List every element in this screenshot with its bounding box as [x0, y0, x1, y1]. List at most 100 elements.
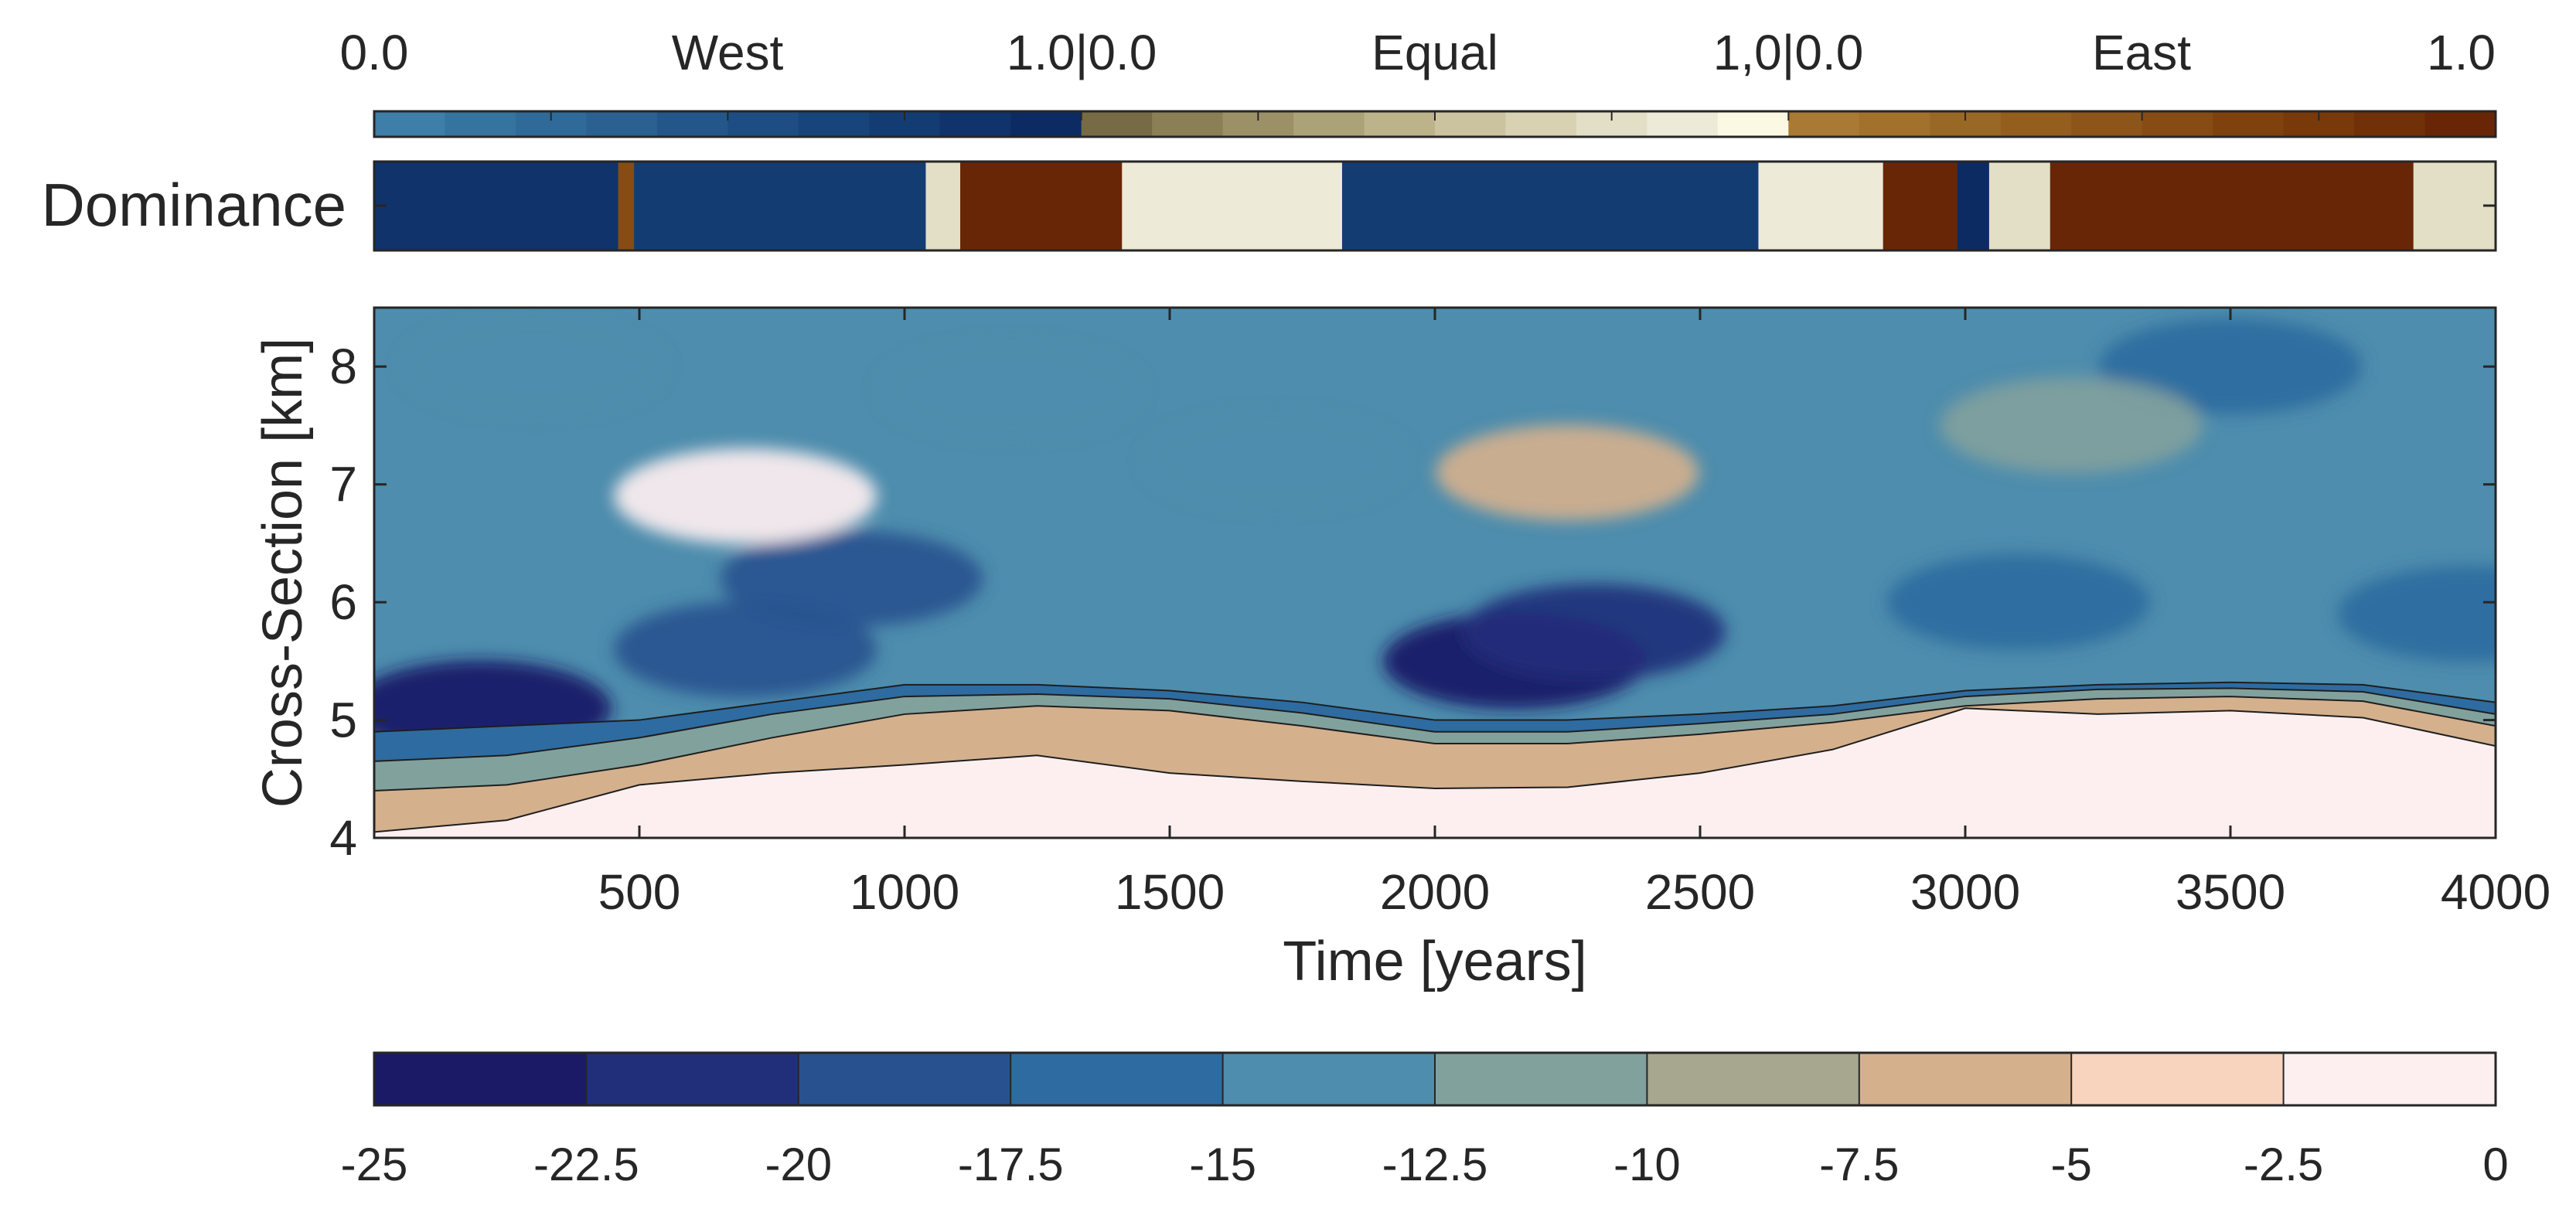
legend-cell-west-9 [1010, 111, 1082, 137]
contour-plot: 500 1000 1500 2000 2500 3000 3500 4000 4 5 6 7 8 Tim… [252, 306, 2550, 992]
colorbar-tick-label-8: -5 [2051, 1139, 2092, 1190]
legend-segment-label-east: East [2092, 25, 2191, 80]
legend-cell-west-0 [374, 111, 446, 137]
colorbar-cell-9 [2283, 1053, 2496, 1105]
colorbar-cell-1 [586, 1053, 799, 1105]
dominance-legend: 0.0 West 1.0|0.0 Equal 1,0|0.0 East 1.0 [340, 25, 2497, 138]
contour-feature-6 [1462, 584, 1726, 680]
x-tick-label-6: 3500 [2176, 864, 2285, 920]
x-axis-label: Time [years] [1283, 931, 1586, 992]
dominance-interval-12 [2413, 162, 2496, 250]
colorbar-tick-label-4: -15 [1189, 1139, 1256, 1190]
colorbar-cell-5 [1435, 1053, 1648, 1105]
dominance-interval-7 [1758, 162, 1884, 250]
x-tick-label-4: 2500 [1645, 864, 1755, 920]
legend-cell-west-1 [445, 111, 516, 137]
x-tick-label-7: 4000 [2441, 864, 2550, 920]
contour-feature-10 [2099, 318, 2362, 415]
contour-feature-12 [1940, 377, 2203, 474]
colorbar-tick-label-9: -2.5 [2244, 1139, 2323, 1190]
contour-feature-2 [720, 530, 983, 627]
dominance-interval-10 [1988, 162, 2051, 250]
dominance-interval-6 [1341, 162, 1760, 250]
colorbar-cell-4 [1222, 1053, 1436, 1105]
colorbar-cell-6 [1647, 1053, 1860, 1105]
dominance-legend-ticks [373, 111, 2496, 121]
contour-feature-3 [879, 342, 1143, 438]
contour-bands [374, 681, 2496, 838]
legend-segment-label-west: West [672, 25, 784, 80]
legend-cell-west-8 [939, 111, 1011, 137]
y-tick-label-1: 5 [329, 693, 357, 748]
value-colorbar: -25 -22.5 -20 -17.5 -15 -12.5 -10 -7.5 -5 -2.5 0 [341, 1051, 2509, 1190]
colorbar-tick-label-7: -7.5 [1819, 1139, 1899, 1190]
colorbar-tick-label-0: -25 [341, 1139, 408, 1190]
colorbar-tick-label-2: -20 [765, 1139, 832, 1190]
value-colorbar-ticks: -25 -22.5 -20 -17.5 -15 -12.5 -10 -7.5 -5 -2.5 0 [341, 1139, 2509, 1190]
x-tick-label-5: 3000 [1910, 864, 2020, 920]
dominance-interval-9 [1957, 162, 1990, 250]
colorbar-tick-label-3: -17.5 [958, 1139, 1064, 1190]
legend-cell-equal-0 [1081, 111, 1153, 137]
colorbar-cell-2 [798, 1053, 1011, 1105]
y-tick-label-0: 4 [329, 810, 357, 866]
legend-cell-east-9 [2424, 111, 2496, 137]
legend-tick-label-1: 1.0|0.0 [1007, 25, 1157, 80]
colorbar-tick-label-6: -10 [1613, 1139, 1681, 1190]
legend-cell-equal-6 [1505, 111, 1577, 137]
contour-feature-4 [1144, 413, 1408, 509]
contour-feature-11 [1886, 554, 2150, 651]
legend-cell-equal-9 [1717, 111, 1790, 137]
legend-cell-east-4 [2071, 111, 2143, 137]
legend-cell-east-6 [2213, 111, 2285, 137]
legend-cell-west-3 [586, 111, 658, 137]
legend-cell-equal-3 [1293, 111, 1365, 137]
contour-feature-13 [2337, 566, 2496, 662]
colorbar-cell-8 [2071, 1053, 2285, 1105]
legend-cell-east-5 [2142, 111, 2213, 137]
legend-cell-equal-5 [1435, 111, 1507, 137]
legend-cell-equal-1 [1152, 111, 1224, 137]
dominance-label: Dominance [41, 171, 346, 239]
legend-cell-west-5 [727, 111, 799, 137]
legend-cell-equal-4 [1364, 111, 1436, 137]
dominance-interval-2 [634, 162, 927, 250]
colorbar-tick-label-10: 0 [2482, 1139, 2508, 1190]
x-tick-label-0: 500 [598, 864, 681, 920]
colorbar-cell-3 [1010, 1053, 1224, 1105]
dominance-interval-5 [1122, 162, 1343, 250]
dominance-interval-0 [374, 162, 619, 250]
legend-cell-east-1 [1859, 111, 1931, 137]
x-tick-label-2: 1500 [1115, 864, 1225, 920]
dominance-interval-11 [2050, 162, 2414, 250]
y-tick-label-2: 6 [329, 574, 357, 630]
legend-tick-label-2: 1,0|0.0 [1713, 25, 1864, 80]
value-colorbar-cells [374, 1053, 2496, 1105]
legend-tick-label-3: 1.0 [2427, 25, 2496, 80]
legend-cell-equal-8 [1647, 111, 1719, 137]
legend-cell-west-4 [656, 111, 729, 137]
contour-feature-8 [401, 318, 665, 415]
legend-cell-east-8 [2354, 111, 2426, 137]
legend-cell-east-3 [2000, 111, 2072, 137]
contour-feature-7 [1436, 424, 1699, 521]
y-tick-label-4: 8 [329, 339, 357, 394]
x-tick-label-3: 2000 [1380, 864, 1490, 920]
dominance-legend-cells [374, 111, 2496, 137]
dominance-strip: Dominance [41, 160, 2497, 252]
dominance-interval-8 [1883, 162, 1958, 250]
dominance-interval-1 [618, 162, 635, 250]
contour-feature-1 [614, 601, 877, 698]
legend-cell-east-0 [1788, 111, 1860, 137]
contour-feature-9 [614, 448, 877, 544]
colorbar-tick-label-1: -22.5 [533, 1139, 639, 1190]
legend-cell-west-6 [798, 111, 871, 137]
colorbar-cell-7 [1859, 1053, 2072, 1105]
dominance-strip-cells [374, 162, 2496, 250]
legend-tick-label-0: 0.0 [340, 25, 409, 80]
x-tick-label-1: 1000 [850, 864, 959, 920]
dominance-interval-4 [960, 162, 1123, 250]
legend-segment-label-equal: Equal [1371, 25, 1498, 80]
y-axis-label: Cross-Section [km] [252, 338, 314, 808]
